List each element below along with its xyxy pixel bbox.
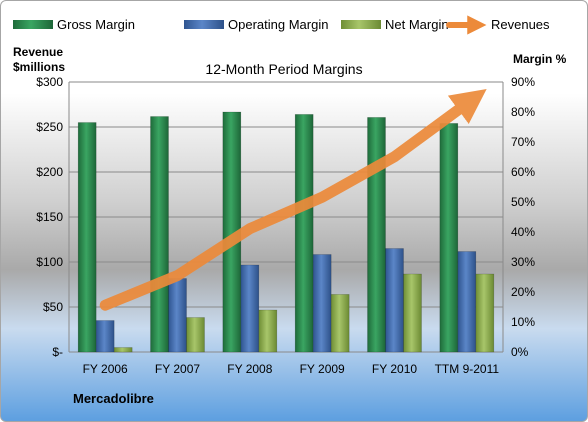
bar-operating-margin xyxy=(168,278,187,353)
left-tick-label: $250 xyxy=(36,120,63,134)
legend-label: Revenues xyxy=(491,17,550,32)
bar-series xyxy=(77,111,495,353)
right-tick-label: 40% xyxy=(511,225,535,239)
bar-operating-margin xyxy=(312,254,332,353)
legend-label: Net Margin xyxy=(385,17,449,32)
legend-swatch-op xyxy=(184,20,224,29)
bar-gross-margin xyxy=(439,123,459,353)
right-tick-label: 0% xyxy=(511,345,529,359)
bar-gross-margin xyxy=(150,116,169,353)
company-label: Mercadolibre xyxy=(73,391,154,406)
legend-label: Operating Margin xyxy=(228,17,328,32)
bar-gross-margin xyxy=(77,122,97,353)
bar-gross-margin xyxy=(294,114,314,353)
legend-label: Gross Margin xyxy=(57,17,135,32)
right-tick-label: 50% xyxy=(511,195,535,209)
left-axis-ticks: $- $50 $100 $150 $200 $250 $300 xyxy=(36,75,63,359)
bar-net-margin xyxy=(330,294,350,353)
left-axis-label-line2: $millions xyxy=(13,60,65,74)
x-tick-label: FY 2010 xyxy=(372,362,417,376)
x-tick-label: TTM 9-2011 xyxy=(435,362,500,376)
bar-net-margin xyxy=(403,273,422,353)
right-tick-label: 20% xyxy=(511,285,535,299)
x-tick-label: FY 2008 xyxy=(227,362,272,376)
right-tick-label: 60% xyxy=(511,165,535,179)
right-tick-label: 30% xyxy=(511,255,535,269)
left-tick-label: $200 xyxy=(36,165,63,179)
x-tick-label: FY 2007 xyxy=(155,362,200,376)
x-tick-label: FY 2009 xyxy=(300,362,345,376)
left-tick-label: $300 xyxy=(36,75,63,89)
legend: Gross Margin Operating Margin Net Margin Re… xyxy=(13,15,550,35)
bar-net-margin xyxy=(258,309,278,353)
bar-operating-margin xyxy=(385,248,404,353)
x-tick-label: FY 2006 xyxy=(83,362,128,376)
bar-net-margin xyxy=(186,317,205,353)
revenue-line xyxy=(99,89,487,311)
left-tick-label: $50 xyxy=(43,300,63,314)
right-tick-label: 70% xyxy=(511,135,535,149)
bar-operating-margin xyxy=(95,320,115,353)
left-tick-label: $- xyxy=(52,345,63,359)
right-tick-label: 10% xyxy=(511,315,535,329)
bar-net-margin xyxy=(475,273,495,353)
bar-net-margin xyxy=(113,347,133,353)
right-axis-label: Margin % xyxy=(513,52,567,66)
legend-swatch-gross xyxy=(13,20,53,29)
left-tick-label: $150 xyxy=(36,210,63,224)
x-axis-ticks: FY 2006 FY 2007 FY 2008 FY 2009 FY 2010 TTM 9… xyxy=(83,362,500,376)
legend-swatch-net xyxy=(341,20,381,29)
right-tick-label: 80% xyxy=(511,105,535,119)
revenue-line-path xyxy=(99,89,487,311)
bar-gross-margin xyxy=(367,117,386,353)
left-tick-label: $100 xyxy=(36,255,63,269)
bar-operating-margin xyxy=(240,264,260,353)
right-tick-label: 90% xyxy=(511,75,535,89)
bar-operating-margin xyxy=(457,251,477,353)
right-axis-ticks: 0% 10% 20% 30% 40% 50% 60% 70% 80% 90% xyxy=(511,75,535,359)
left-axis-label-line1: Revenue xyxy=(13,45,63,59)
chart-title: 12-Month Period Margins xyxy=(205,61,362,77)
